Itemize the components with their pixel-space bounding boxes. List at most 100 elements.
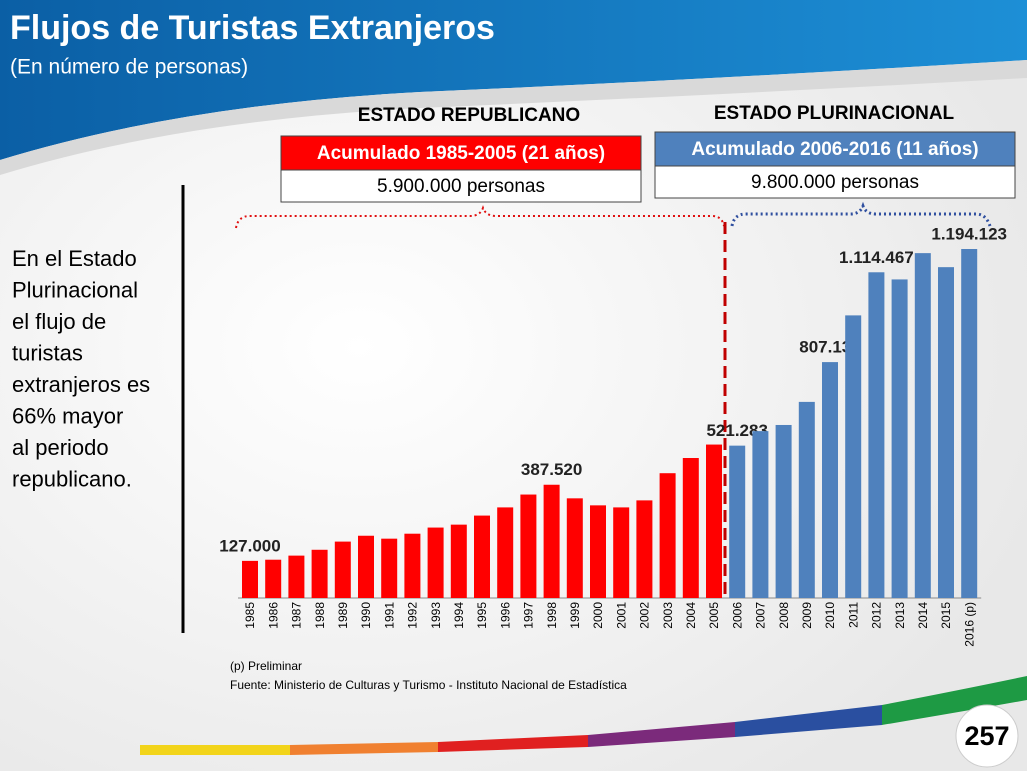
x-tick-label: 2014 [916,602,930,629]
bar [868,272,885,598]
bar [822,362,838,598]
header-band [0,0,1027,160]
x-tick-label: 2012 [870,602,884,629]
brace [235,205,725,229]
bar [543,484,560,598]
bar [311,549,328,598]
bar [845,315,862,598]
bar [706,444,722,598]
bar [265,559,282,598]
period-heading: ESTADO REPUBLICANO [358,105,580,126]
x-tick-label: 1994 [452,602,466,629]
x-tick-label: 1995 [475,602,489,629]
bar [334,541,351,598]
x-tick-label: 2004 [684,602,698,629]
bar [474,515,490,598]
x-tick-label: 2009 [800,602,814,629]
x-tick-label: 1988 [313,602,327,629]
bar [659,473,676,598]
stripe [882,676,1027,725]
side-note: En el Estado Plurinacional el flujo de turi… [12,246,150,492]
bar [961,249,978,598]
side-note-line: republicano. [12,466,132,491]
bar [775,424,792,598]
brace [730,201,992,227]
bar [613,507,630,598]
page-badge [955,704,1019,768]
bar [682,458,699,598]
x-tick-label: 2016 (p) [962,602,976,647]
bar [566,498,583,598]
data-label: 387.520 [521,460,582,479]
x-tick-label: 2010 [823,602,837,629]
x-tick-label: 1997 [522,602,536,629]
stripe [438,735,588,752]
bar [798,401,815,598]
header-wave [0,60,1027,175]
stripe [735,705,882,737]
stripe [290,742,438,755]
x-tick-label: 1987 [290,602,304,629]
stripe [588,722,735,747]
bar [497,507,514,598]
period-heading: ESTADO PLURINACIONAL [714,103,955,124]
x-tick-label: 2006 [730,602,744,629]
bar [938,267,954,598]
bar [358,535,374,598]
data-label: 127.000 [219,536,280,555]
x-tick-label: 1990 [359,602,373,629]
x-tick-label: 2008 [777,602,791,629]
bar [891,279,908,598]
x-tick-label: 2011 [846,602,860,628]
side-note-line: turistas [12,340,83,365]
bar [636,500,653,598]
bar [242,560,258,598]
x-tick-label: 2013 [893,602,907,629]
bar [729,445,746,598]
bar [752,431,769,598]
period-label: Acumulado 2006-2016 (11 años) [691,139,978,160]
data-label: 1.114.467 [839,248,914,267]
period-label-box [654,131,1016,167]
x-tick-label: 1989 [336,602,350,629]
side-note-line: al periodo [12,435,109,460]
bar [450,524,467,598]
x-tick-label: 1993 [429,602,443,629]
data-label: 1.194.123 [931,224,1007,243]
period-total-box [280,169,642,203]
period-label: Acumulado 1985-2005 (21 años) [317,143,605,164]
side-note-line: extranjeros es [12,372,150,397]
page-number: 257 [964,721,1009,751]
x-tick-label: 1998 [545,602,559,629]
bar [427,527,444,598]
period-total-box [654,165,1016,199]
bar [404,533,421,598]
stripe [140,745,290,755]
bar [914,253,931,598]
x-tick-label: 2001 [614,602,628,629]
footnote: Fuente: Ministerio de Culturas y Turismo… [230,678,627,692]
x-tick-label: 1986 [266,602,280,629]
subtitle: (En número de personas) [10,56,248,79]
x-tick-label: 2015 [939,602,953,629]
x-tick-label: 2005 [707,602,721,629]
bar [288,555,305,598]
side-note-line: 66% mayor [12,403,123,428]
footnote: (p) Preliminar [230,659,302,673]
x-tick-label: 2002 [638,602,652,629]
period-total: 9.800.000 personas [751,172,919,193]
x-tick-label: 1985 [243,602,257,629]
x-tick-label: 1996 [498,602,512,629]
x-tick-label: 2003 [661,602,675,629]
side-note-line: En el Estado [12,246,137,271]
x-tick-label: 2007 [754,602,768,629]
bar [520,494,537,598]
x-tick-label: 1991 [382,602,396,629]
period-total: 5.900.000 personas [377,176,545,197]
side-note-line: el flujo de [12,309,106,334]
title: Flujos de Turistas Extranjeros [10,9,495,47]
side-note-line: Plurinacional [12,277,138,302]
bar [381,538,398,598]
bar [590,505,606,598]
